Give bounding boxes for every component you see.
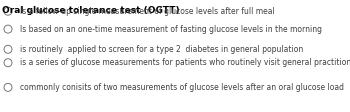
Circle shape	[4, 7, 12, 15]
Text: is routinely  applied to screen for a type 2  diabetes in general population: is routinely applied to screen for a typ…	[20, 45, 303, 54]
Text: commonly conisits of two measurements of glucose levels after an oral glucose lo: commonly conisits of two measurements of…	[20, 83, 344, 92]
Text: Is a follow-up single measurement of glucose levels after full meal: Is a follow-up single measurement of glu…	[20, 7, 275, 16]
Text: Oral glucose tolerance test (OGTT): Oral glucose tolerance test (OGTT)	[2, 6, 180, 15]
Circle shape	[4, 45, 12, 53]
Circle shape	[4, 83, 12, 91]
Text: is a series of glucose measurements for patients who routinely visit general pra: is a series of glucose measurements for …	[20, 58, 350, 67]
Text: Is based on an one-time measurement of fasting glucose levels in the morning: Is based on an one-time measurement of f…	[20, 25, 322, 34]
Circle shape	[4, 59, 12, 67]
Circle shape	[4, 25, 12, 33]
